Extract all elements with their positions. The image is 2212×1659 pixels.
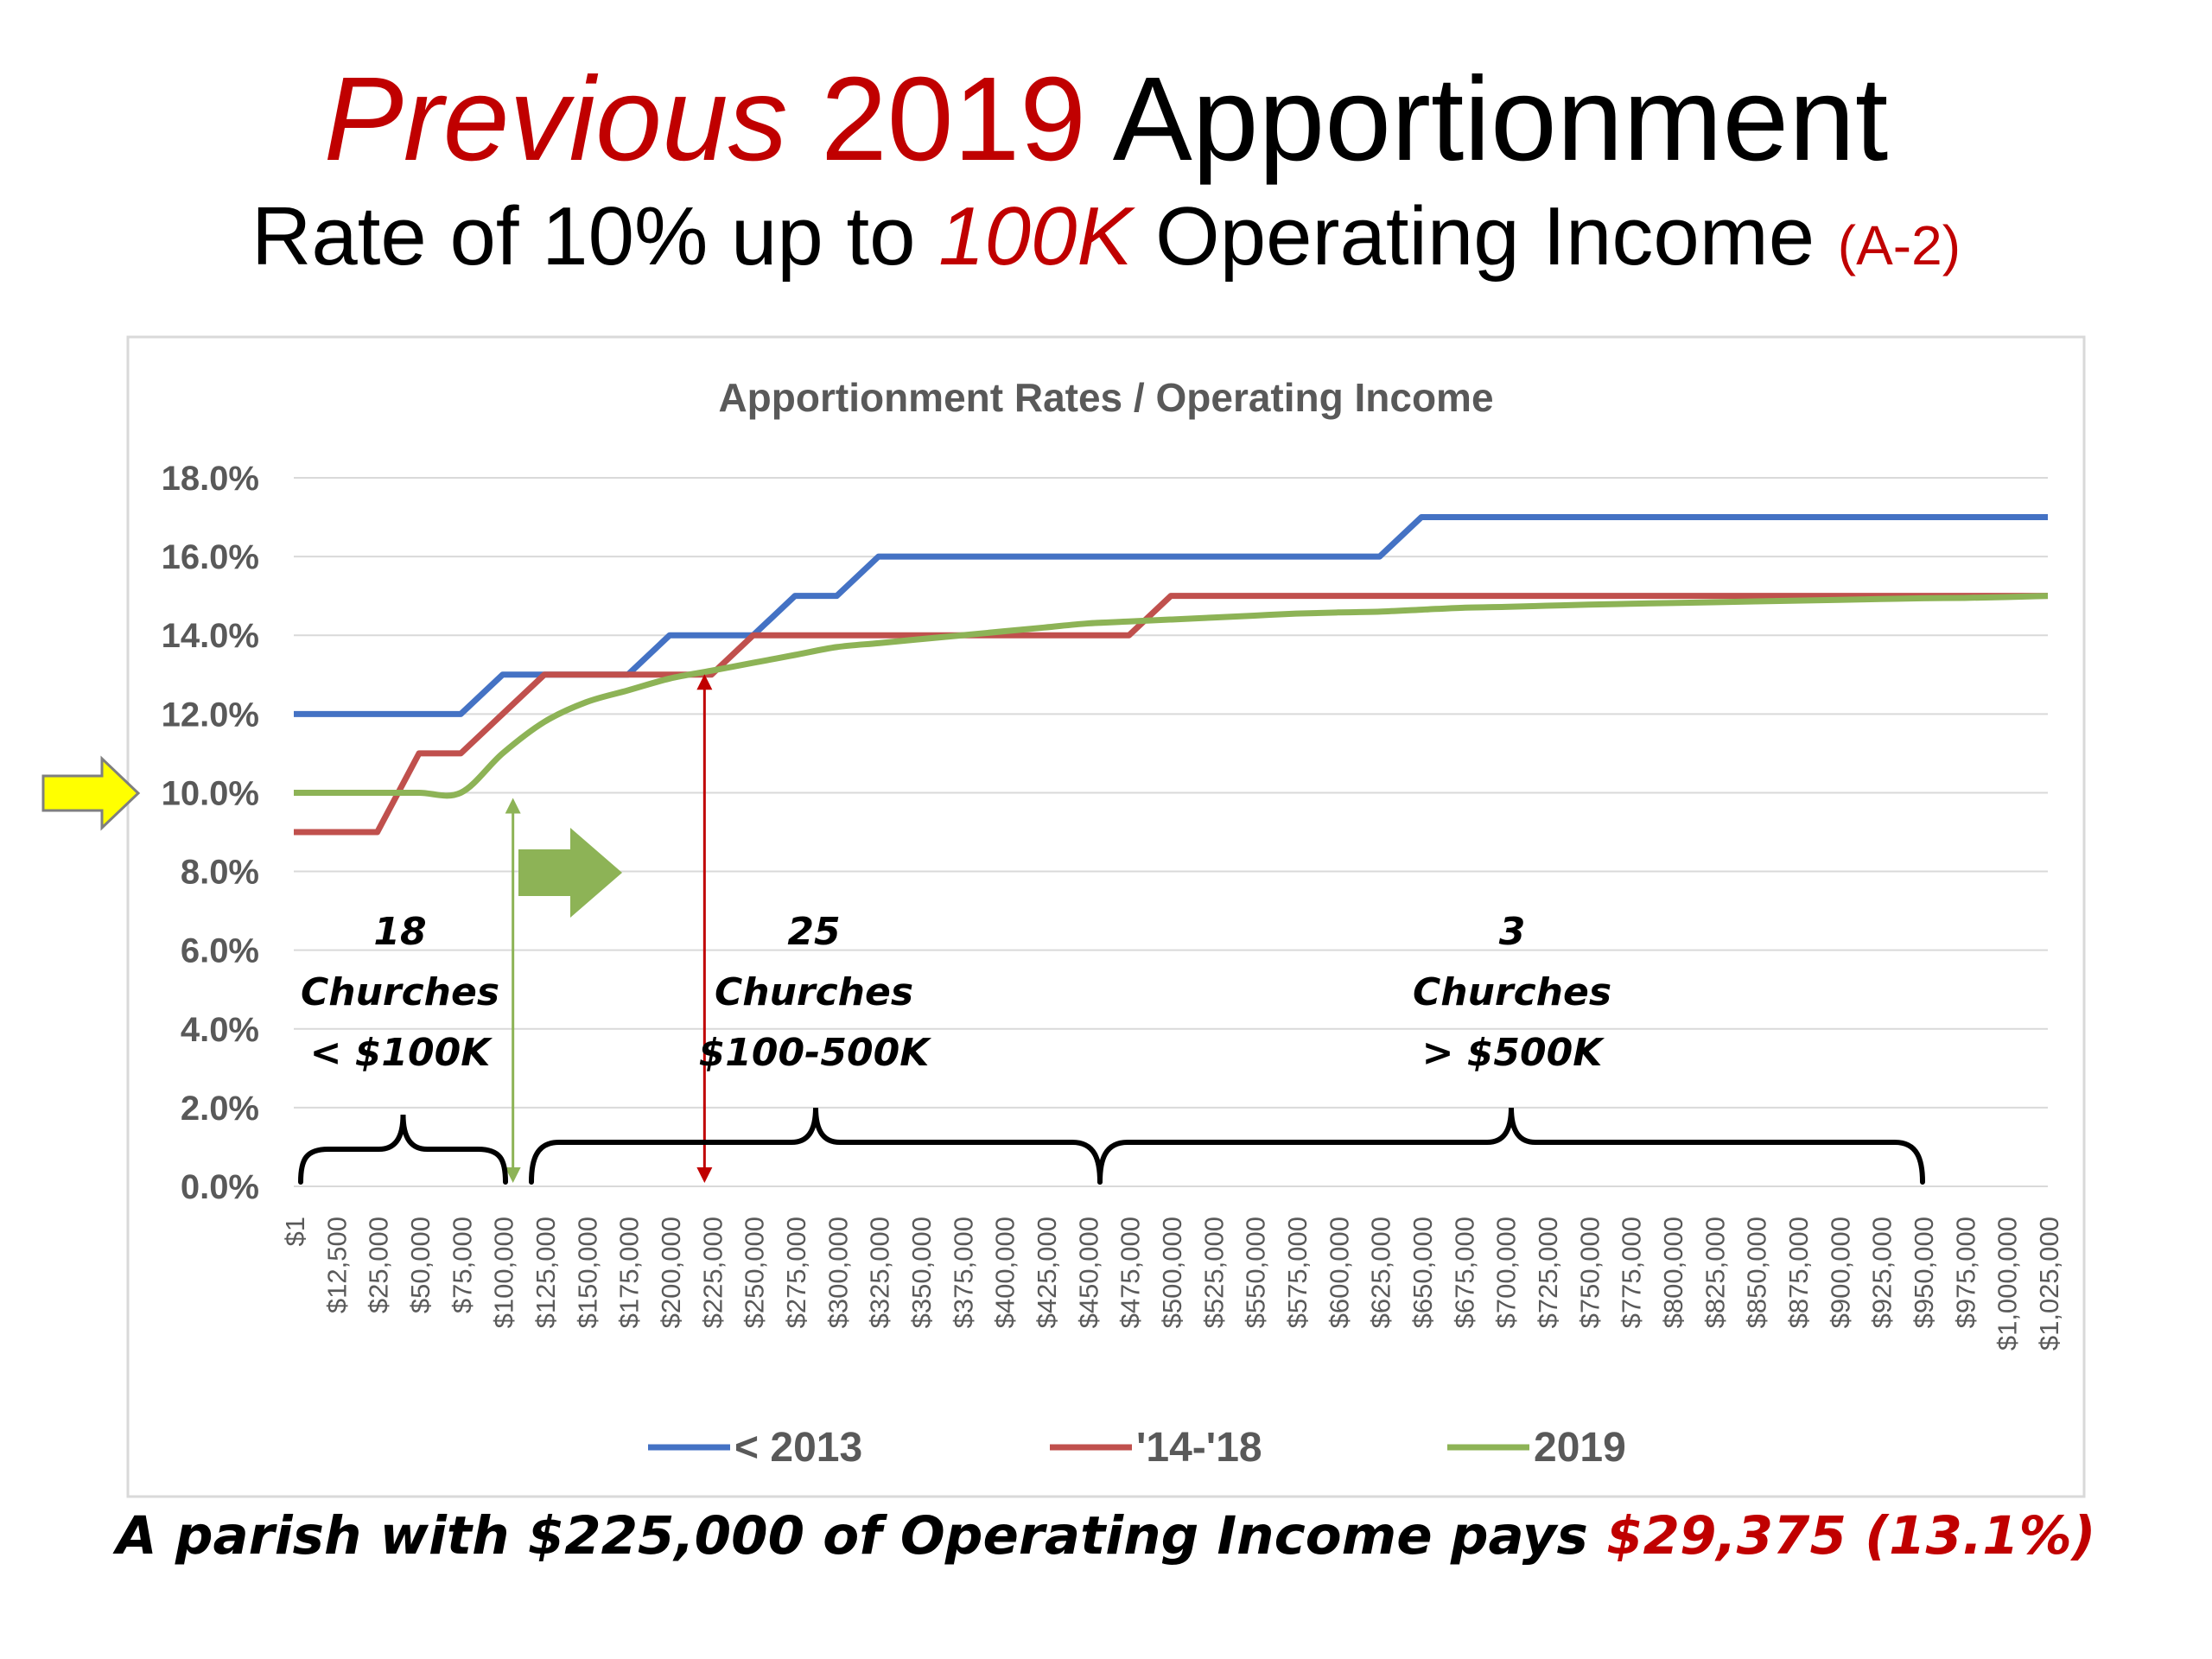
x-tick-label: $925,000 — [1867, 1217, 1897, 1328]
annotation-label: Churches — [301, 970, 499, 1014]
x-tick-label: $12,500 — [321, 1217, 352, 1313]
x-tick-label: $175,000 — [614, 1217, 645, 1328]
y-tick-label: 8.0% — [181, 854, 259, 892]
arrow-head — [505, 798, 521, 814]
x-tick-label: $575,000 — [1282, 1217, 1313, 1328]
subtitle-threshold: 100K — [938, 190, 1133, 283]
subtitle-code: (A-2) — [1837, 214, 1961, 276]
annotation-range: > $500K — [1422, 1031, 1605, 1075]
annotation-range: $100-500K — [699, 1031, 932, 1075]
legend-label: '14-'18 — [1136, 1425, 1262, 1471]
x-tick-label: $550,000 — [1241, 1217, 1271, 1328]
slide-title: Previous 2019 Apportionment — [0, 50, 2212, 188]
double-arrow-225k — [696, 674, 713, 1183]
annotations: 18 Churches < $100K 25 Churches $100-500K 3 Chu… — [41, 674, 1925, 1185]
subtitle-income: Operating Income — [1155, 190, 1815, 283]
x-tick-label: $825,000 — [1700, 1217, 1730, 1328]
title-previous: Previous — [323, 53, 788, 186]
x-tick-label: $850,000 — [1742, 1217, 1772, 1328]
annotation-range: < $100K — [310, 1031, 493, 1075]
x-tick-label: $400,000 — [990, 1217, 1020, 1328]
right-arrow-icon — [518, 828, 622, 918]
x-tick-label: $675,000 — [1449, 1217, 1479, 1328]
legend: < 2013 '14-'18 2019 — [648, 1425, 1626, 1471]
title-year: 2019 — [820, 53, 1086, 186]
brace-small-churches — [298, 1114, 508, 1185]
y-tick-label: 16.0% — [162, 538, 259, 576]
x-tick-label: $75,000 — [447, 1217, 477, 1313]
y-tick-label: 18.0% — [162, 460, 259, 498]
x-axis-labels: $1 $12,500 $25,000 $50,000 $75,000 $100,000 $1… — [280, 1217, 2064, 1351]
y-tick-label: 6.0% — [181, 932, 259, 970]
x-tick-label: $725,000 — [1533, 1217, 1563, 1328]
x-tick-label: $275,000 — [781, 1217, 811, 1328]
x-tick-label: $1 — [280, 1217, 310, 1246]
x-tick-label: $450,000 — [1073, 1217, 1103, 1328]
brace-large-churches — [1097, 1107, 1925, 1185]
right-arrow-icon — [41, 755, 141, 831]
slide-subtitle: Rate of 10% up to 100K Operating Income … — [0, 185, 2212, 297]
x-tick-label: $650,000 — [1408, 1217, 1438, 1328]
x-tick-label: $125,000 — [531, 1217, 561, 1328]
legend-label: < 2013 — [734, 1425, 862, 1471]
y-tick-label: 4.0% — [181, 1011, 259, 1049]
x-tick-label: $1,000,000 — [1993, 1217, 2023, 1351]
x-tick-label: $225,000 — [697, 1217, 728, 1328]
x-tick-label: $350,000 — [906, 1217, 937, 1328]
annotation-label: Churches — [1413, 970, 1611, 1014]
x-tick-label: $200,000 — [656, 1217, 686, 1328]
x-tick-label: $625,000 — [1366, 1217, 1396, 1328]
x-tick-label: $900,000 — [1825, 1217, 1855, 1328]
slide-footer: A parish with $225,000 of Operating Inco… — [0, 1503, 2212, 1569]
x-tick-label: $50,000 — [405, 1217, 435, 1313]
x-tick-label: $475,000 — [1116, 1217, 1146, 1328]
x-tick-label: $1,025,000 — [2034, 1217, 2064, 1351]
x-tick-label: $700,000 — [1491, 1217, 1522, 1328]
x-tick-label: $150,000 — [572, 1217, 602, 1328]
annotation-count: 3 — [1499, 910, 1526, 954]
x-tick-label: $600,000 — [1324, 1217, 1354, 1328]
series-line — [294, 593, 2049, 799]
brace-mid-churches — [529, 1107, 1103, 1185]
y-axis-labels: 0.0% 2.0% 4.0% 6.0% 8.0% 10.0% 12.0% 14.0% 16.0%… — [162, 460, 259, 1206]
x-tick-label: $100,000 — [489, 1217, 519, 1328]
y-tick-label: 10.0% — [162, 774, 259, 812]
x-tick-label: $950,000 — [1909, 1217, 1939, 1328]
series-lines — [294, 514, 2049, 836]
annotation-label: Churches — [715, 970, 913, 1014]
x-tick-label: $250,000 — [740, 1217, 770, 1328]
series-line — [294, 593, 2048, 836]
x-tick-label: $500,000 — [1157, 1217, 1187, 1328]
y-tick-label: 12.0% — [162, 696, 259, 734]
arrow-head — [505, 1167, 521, 1183]
x-tick-label: $425,000 — [1032, 1217, 1062, 1328]
arrow-head — [696, 1167, 713, 1183]
double-arrow-100k — [505, 798, 521, 1183]
x-tick-label: $300,000 — [823, 1217, 853, 1328]
x-tick-label: $525,000 — [1198, 1217, 1229, 1328]
annotation-count: 25 — [787, 910, 840, 954]
chart-frame — [126, 335, 2086, 1498]
subtitle-rate: Rate of 10% up to — [251, 190, 916, 283]
x-tick-label: $975,000 — [1950, 1217, 1980, 1328]
annotation-count: 18 — [373, 910, 426, 954]
y-tick-label: 0.0% — [181, 1168, 259, 1206]
arrow-head — [696, 674, 713, 690]
chart-title: Apportionment Rates / Operating Income — [718, 375, 1493, 420]
y-tick-label: 14.0% — [162, 617, 259, 655]
footer-amount: $29,375 (13.1%) — [1606, 1505, 2096, 1567]
x-tick-label: $750,000 — [1574, 1217, 1605, 1328]
legend-label: 2019 — [1534, 1425, 1626, 1471]
x-tick-label: $800,000 — [1658, 1217, 1688, 1328]
x-tick-label: $25,000 — [364, 1217, 394, 1313]
x-tick-label: $875,000 — [1783, 1217, 1814, 1328]
footer-statement: A parish with $225,000 of Operating Inco… — [116, 1505, 1588, 1567]
x-tick-label: $325,000 — [865, 1217, 895, 1328]
title-apportionment: Apportionment — [1112, 53, 1889, 186]
x-tick-label: $775,000 — [1617, 1217, 1647, 1328]
x-tick-label: $375,000 — [948, 1217, 978, 1328]
y-tick-label: 2.0% — [181, 1090, 259, 1128]
